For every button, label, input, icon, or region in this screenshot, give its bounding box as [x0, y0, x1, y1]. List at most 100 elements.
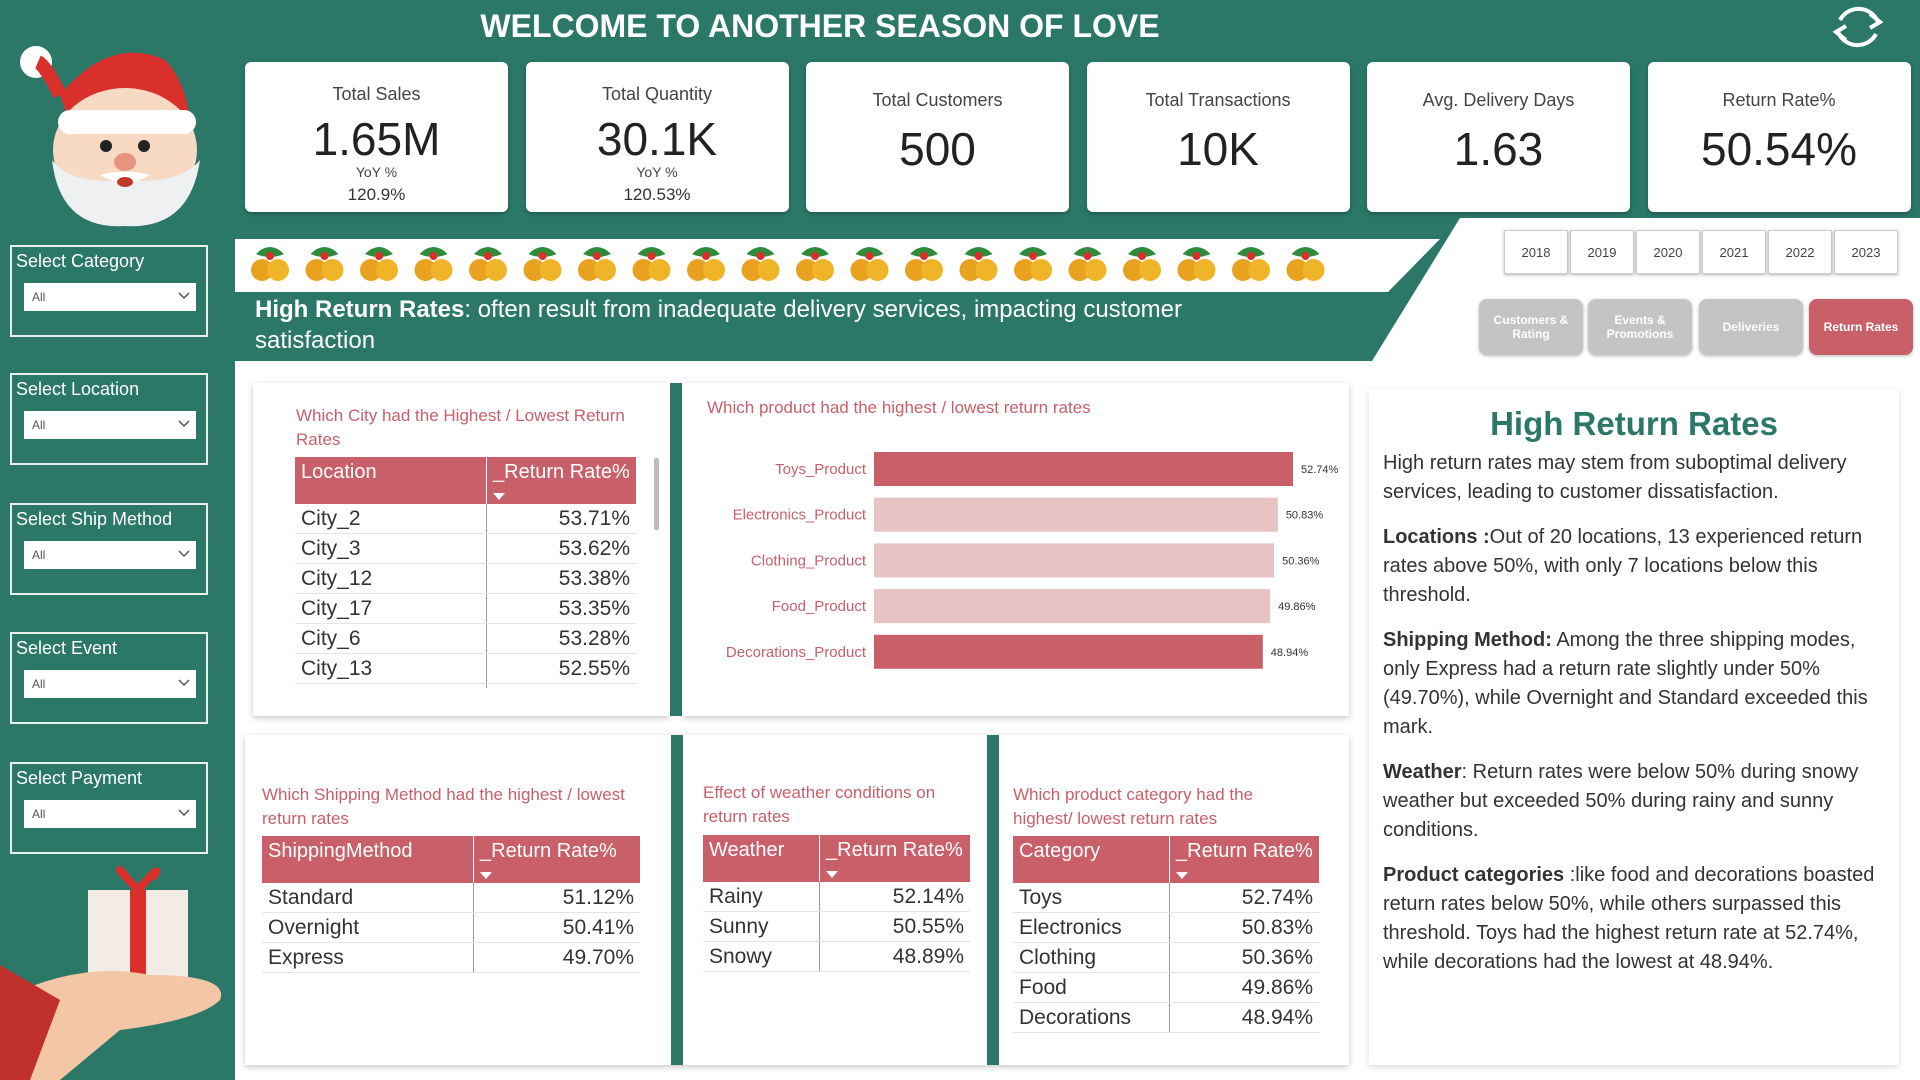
filter-dropdown[interactable]: All — [24, 541, 196, 569]
filter-label: Select Category — [16, 251, 145, 271]
year-button[interactable]: 2022 — [1768, 230, 1832, 274]
refresh-icon[interactable] — [1832, 6, 1884, 48]
bar[interactable] — [874, 543, 1275, 578]
header-row: ShippingMethod _Return Rate% — [262, 836, 640, 883]
gift-hand — [0, 866, 222, 1080]
bar[interactable] — [874, 589, 1271, 624]
bell — [812, 259, 834, 281]
table-cell: Decorations — [1013, 1002, 1170, 1033]
table-row: City_2 53.71% — [295, 504, 636, 534]
column-header[interactable]: _Return Rate% — [1169, 836, 1319, 883]
kpi-card: Total Customers 500 — [806, 62, 1069, 212]
filter-dropdown[interactable]: All — [24, 411, 196, 439]
year-button[interactable]: 2018 — [1504, 230, 1568, 274]
bell — [360, 259, 382, 281]
insight-title: High Return Rates — [1490, 405, 1778, 442]
filter: Select Payment All — [10, 762, 208, 854]
bell — [850, 259, 873, 281]
column-header[interactable]: Weather — [703, 835, 820, 882]
bell — [1084, 259, 1107, 281]
table-cell: 52.55% — [486, 653, 636, 684]
column-header[interactable]: Category — [1013, 836, 1170, 883]
table-row: City_12 53.38% — [295, 563, 636, 594]
category-label: Food_Product — [772, 598, 867, 615]
berry — [920, 252, 928, 260]
chevron — [178, 292, 190, 300]
year-button[interactable]: 2021 — [1702, 230, 1766, 274]
kpi-card: Total Sales 1.65M YoY % 120.9% — [245, 62, 508, 212]
header-row: Category _Return Rate% — [1013, 836, 1319, 883]
filter-dropdown[interactable]: All — [24, 670, 196, 698]
year-button[interactable]: 2023 — [1834, 230, 1898, 274]
column-header[interactable]: _Return Rate% — [819, 835, 970, 882]
filter-label: Select Location — [16, 379, 140, 399]
divider — [987, 735, 999, 1065]
kpi-label: Return Rate% — [1722, 90, 1836, 110]
nav-button[interactable]: Events & Promotions — [1588, 299, 1692, 355]
table-row: City_17 53.35% — [295, 593, 636, 624]
table-body: City_2 53.71% City_3 53.62% City_12 53.38% Cit… — [295, 504, 636, 688]
berry — [1301, 252, 1310, 260]
header-row: Location _Return Rate% — [295, 457, 636, 504]
column-header[interactable]: Location — [295, 457, 487, 504]
year-button[interactable]: 2020 — [1636, 230, 1700, 274]
bell — [1248, 259, 1270, 281]
table-cell: 53.28% — [486, 623, 636, 654]
table-cell: 53.71% — [486, 504, 636, 534]
filter-label: Select Payment — [16, 768, 143, 788]
bell — [866, 259, 889, 281]
berry — [429, 252, 438, 260]
arrow — [480, 872, 492, 879]
bell — [757, 259, 780, 281]
kpi-label: Total Customers — [872, 90, 1003, 110]
kpi-value: 1.65M — [312, 113, 441, 165]
bar[interactable] — [874, 497, 1278, 532]
bar[interactable] — [874, 452, 1293, 486]
column-header[interactable]: _Return Rate% — [486, 457, 636, 504]
bell — [648, 259, 671, 281]
filter-dropdown[interactable]: All — [24, 800, 196, 828]
column-header[interactable]: _Return Rate% — [473, 836, 640, 883]
filter: Select Event All — [10, 632, 208, 724]
berry — [702, 252, 710, 260]
data-label: 48.94% — [1271, 647, 1309, 659]
filter-value: All — [32, 807, 46, 821]
insight-text: Among the three shipping modes, only Exp… — [1383, 629, 1868, 738]
table-cell: City_13 — [295, 653, 487, 684]
table-row: Rainy 52.14% — [703, 882, 970, 912]
table-cell: 50.83% — [1169, 912, 1319, 943]
filter-dropdown[interactable]: All — [24, 283, 196, 311]
weather-table: Weather _Return Rate% Rainy 52.14% Sunny 50.5… — [703, 835, 970, 972]
nav-button[interactable]: Deliveries — [1699, 299, 1803, 355]
table-cell: Express — [262, 942, 474, 973]
kpi-label: Total Sales — [332, 84, 421, 104]
bell — [1030, 259, 1052, 281]
bell — [975, 259, 998, 281]
insight-text: :like food and decorations boasted retur… — [1383, 864, 1875, 973]
nav-button[interactable]: Return Rates — [1809, 299, 1913, 355]
year-button[interactable]: 2019 — [1570, 230, 1634, 274]
filter: Select Ship Method All — [10, 503, 208, 595]
table-head: Location _Return Rate% — [295, 457, 636, 504]
bell — [321, 259, 344, 281]
table-body: Standard 51.12% Overnight 50.41% Express 49.7… — [262, 883, 640, 973]
bar[interactable] — [874, 634, 1263, 669]
dropdown-arrow — [178, 550, 190, 558]
sort-arrow — [480, 872, 492, 879]
shipping-table: ShippingMethod _Return Rate% Standard 51.12… — [262, 836, 640, 973]
table-row: Snowy 48.89% — [703, 941, 970, 972]
table-row: Toys 52.74% — [1013, 883, 1319, 913]
city-title: Which City had the Highest / Lowest Retu… — [296, 406, 625, 449]
bell — [1193, 259, 1216, 281]
filter-value: All — [32, 548, 46, 562]
scrollbar[interactable] — [654, 458, 659, 530]
insight-text: : Return rates were below 50% during sno… — [1383, 761, 1859, 841]
column-header[interactable]: ShippingMethod — [262, 836, 474, 883]
table-cell: City_3 — [295, 533, 487, 564]
category-title: Which product category had the highest/ … — [1013, 785, 1254, 828]
table-cell: Food — [1013, 972, 1170, 1003]
chevron — [178, 809, 190, 817]
arrow — [826, 871, 838, 878]
table-body: Toys 52.74% Electronics 50.83% Clothing 50.36… — [1013, 883, 1319, 1033]
nav-button[interactable]: Customers & Rating — [1479, 299, 1583, 355]
